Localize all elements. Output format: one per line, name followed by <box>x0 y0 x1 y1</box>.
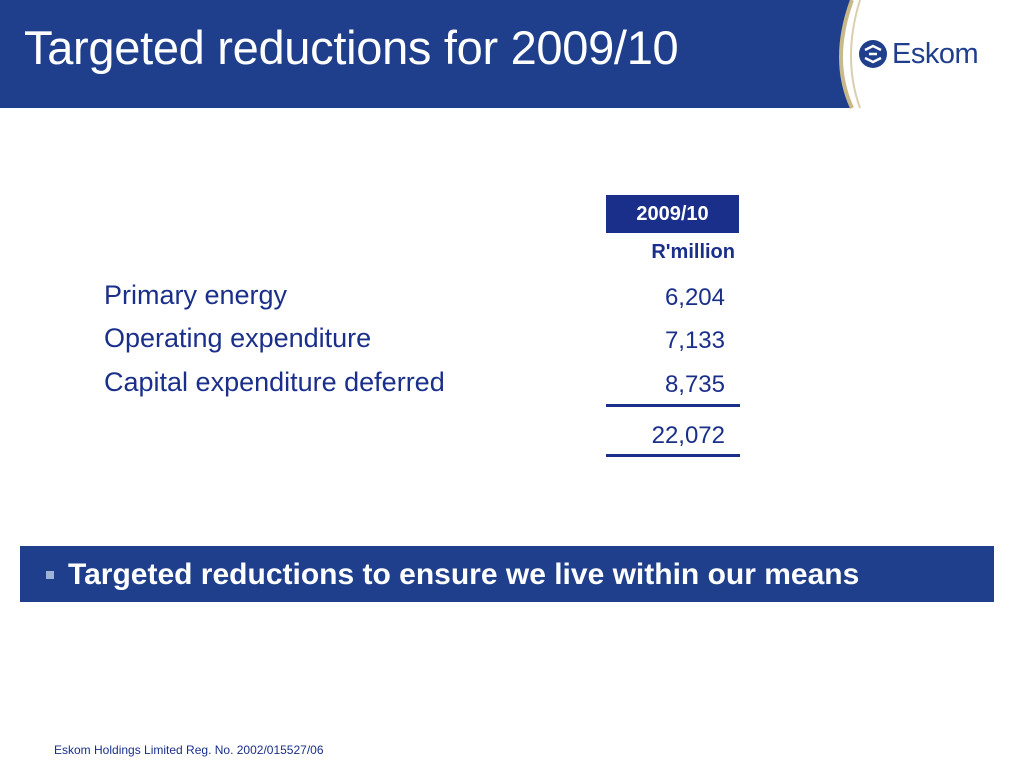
subtotal-rule <box>606 404 740 407</box>
total-value: 22,072 <box>651 422 725 449</box>
row-value-primary-energy: 6,204 <box>664 284 725 311</box>
bullet-icon <box>46 571 54 579</box>
row-label-capex-deferred: Capital expenditure deferred <box>104 367 445 397</box>
footer-registration: Eskom Holdings Limited Reg. No. 2002/015… <box>54 743 324 757</box>
row-value-operating-expenditure: 7,133 <box>664 327 725 354</box>
unit-label: R'million <box>651 241 735 263</box>
row-label-primary-energy: Primary energy <box>104 280 288 310</box>
title-bar: Targeted reductions for 2009/10 <box>0 0 852 108</box>
eskom-logo-icon <box>859 40 887 68</box>
slide-title: Targeted reductions for 2009/10 <box>24 21 679 74</box>
column-header-year: 2009/10 <box>606 195 739 233</box>
key-message-banner <box>20 546 994 602</box>
total-rule <box>606 454 740 457</box>
row-label-operating-expenditure: Operating expenditure <box>104 323 372 353</box>
row-value-capex-deferred: 8,735 <box>664 371 725 398</box>
logo-wordmark: Eskom <box>892 37 979 70</box>
eskom-logo: Eskom <box>858 34 979 74</box>
key-message-text: Targeted reductions to ensure we live wi… <box>68 558 860 591</box>
